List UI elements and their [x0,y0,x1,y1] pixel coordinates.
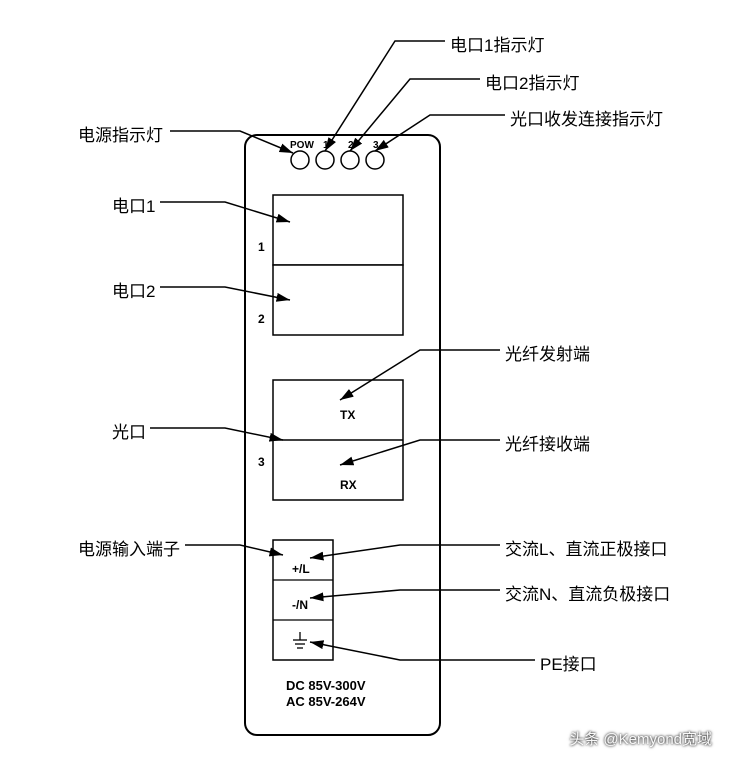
callout-optic-led: 光口收发连接指示灯 [510,105,663,130]
optic-num: 3 [258,455,265,469]
callout-port1: 电口1 [112,192,155,217]
callout-acn: 交流N、直流负极接口 [505,580,670,605]
callout-port2-led: 电口2指示灯 [485,69,579,94]
led-label-2: 2 [348,140,354,151]
led-label-1: 1 [323,140,329,151]
callout-port2: 电口2 [112,277,155,302]
rx-label: RX [340,478,357,492]
led-2 [341,151,359,169]
callout-tx: 光纤发射端 [505,340,590,365]
led-1 [316,151,334,169]
watermark: 头条 @Kemyond宽域 [569,728,712,749]
port2-num: 2 [258,312,265,326]
callout-acl: 交流L、直流正极接口 [505,535,667,560]
callout-power-led: 电源指示灯 [78,121,163,146]
callout-optic: 光口 [112,418,146,443]
led-pow [291,151,309,169]
voltage-dc: DC 85V-300V [286,678,366,693]
power-row-l: +/L [292,562,310,576]
callout-power-in: 电源输入端子 [78,535,180,560]
voltage-ac: AC 85V-264V [286,694,366,709]
led-label-pow: POW [290,140,314,151]
port2-rect [273,265,403,335]
callout-pe: PE接口 [540,650,597,675]
callout-rx: 光纤接收端 [505,430,590,455]
power-row-n: -/N [292,598,308,612]
led-3 [366,151,384,169]
port1-num: 1 [258,240,265,254]
callout-port1-led: 电口1指示灯 [450,31,544,56]
port1-rect [273,195,403,265]
tx-label: TX [340,408,355,422]
led-label-3: 3 [373,140,379,151]
